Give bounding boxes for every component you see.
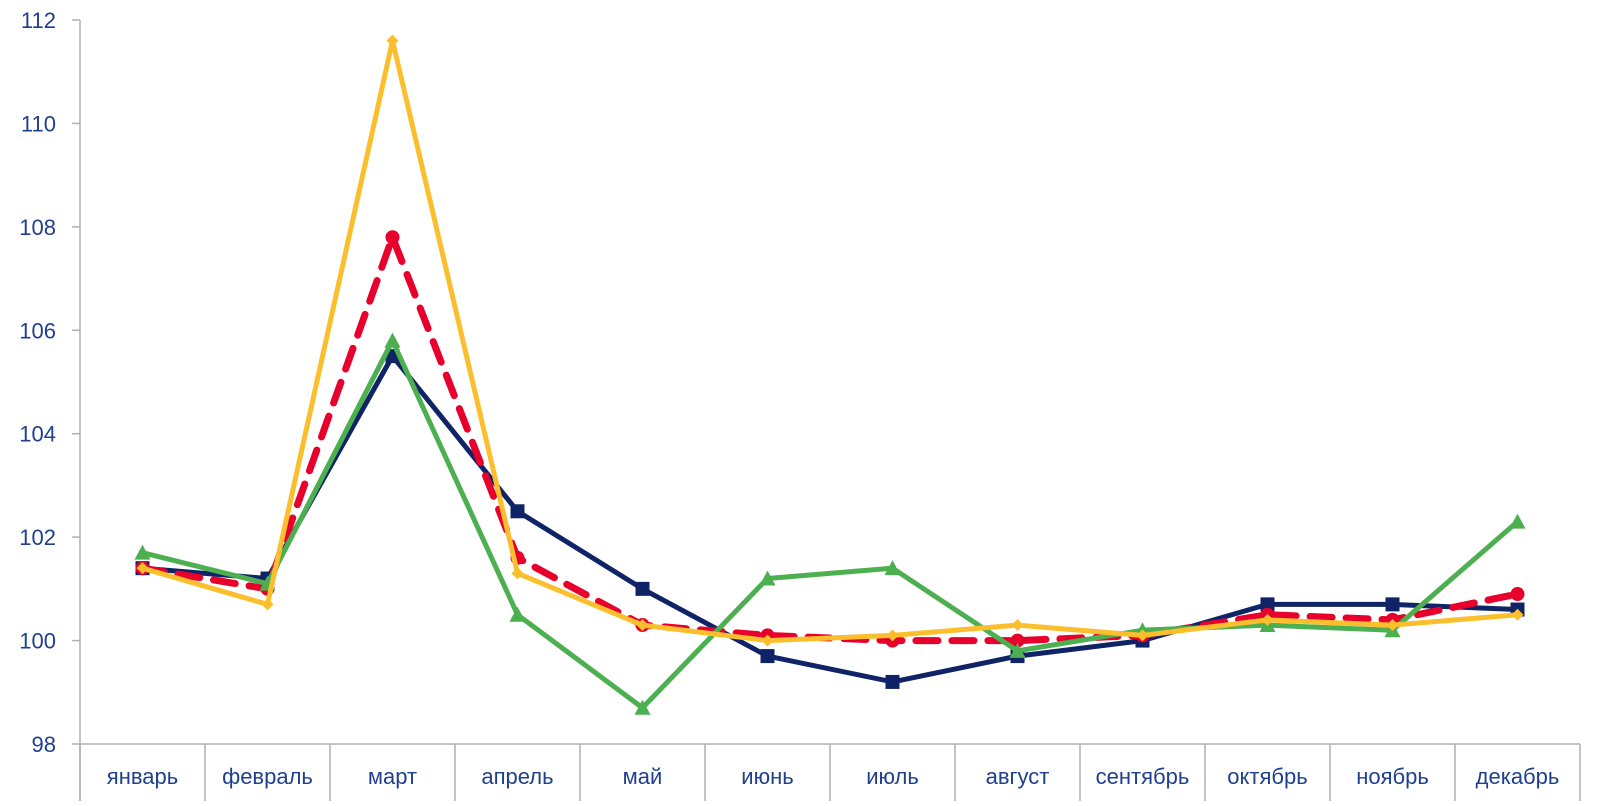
- x-tick-label: июль: [866, 764, 919, 789]
- x-tick-label: декабрь: [1476, 764, 1560, 789]
- data-point-diamond: [511, 567, 524, 580]
- data-point-diamond: [1011, 619, 1024, 632]
- data-point-square: [635, 581, 650, 596]
- data-point-diamond: [1136, 629, 1149, 642]
- series-3: [134, 332, 1526, 715]
- data-point-triangle: [134, 544, 151, 560]
- data-point-triangle: [759, 570, 776, 586]
- x-tick-label: ноябрь: [1356, 764, 1429, 789]
- axes: 98 100 102 104 106 108 110 112 январь февраль март…: [19, 8, 1581, 801]
- data-point-triangle: [509, 606, 526, 622]
- x-tick-label: январь: [107, 764, 178, 789]
- series-line: [140, 38, 1520, 644]
- series-line: [140, 338, 1520, 711]
- x-tick-label: май: [623, 764, 663, 789]
- data-point-circle: [1010, 633, 1025, 648]
- data-point-diamond: [1261, 613, 1274, 626]
- data-point-diamond: [1511, 608, 1524, 621]
- y-tick-label: 106: [19, 318, 56, 343]
- data-point-square: [1260, 597, 1275, 612]
- y-tick-label: 108: [19, 215, 56, 240]
- data-point-triangle: [1009, 642, 1026, 658]
- x-tick-label: октябрь: [1227, 764, 1307, 789]
- data-point-diamond: [761, 634, 774, 647]
- data-point-diamond: [261, 598, 274, 611]
- data-point-triangle: [884, 560, 901, 576]
- data-point-diamond: [386, 34, 399, 47]
- x-tick-label: сентябрь: [1096, 764, 1190, 789]
- x-tick-label: февраль: [222, 764, 313, 789]
- y-tick-label: 102: [19, 525, 56, 550]
- data-point-diamond: [136, 562, 149, 575]
- data-point-square: [1385, 597, 1400, 612]
- x-tick-label: август: [986, 764, 1050, 789]
- series-group: [134, 34, 1526, 715]
- data-point-square: [885, 674, 900, 689]
- y-tick-label: 100: [19, 629, 56, 654]
- y-tick-label: 98: [32, 732, 56, 757]
- x-tick-label: июнь: [741, 764, 793, 789]
- x-tick-label: март: [368, 764, 417, 789]
- x-tick-label: апрель: [481, 764, 553, 789]
- data-point-square: [510, 504, 525, 519]
- series-4: [136, 34, 1524, 647]
- data-point-circle: [385, 230, 400, 245]
- data-point-circle: [1510, 587, 1525, 602]
- data-point-diamond: [1386, 619, 1399, 632]
- data-point-diamond: [886, 629, 899, 642]
- data-point-square: [760, 649, 775, 664]
- data-point-triangle: [1509, 513, 1526, 529]
- y-tick-label: 104: [19, 422, 56, 447]
- y-tick-label: 110: [21, 111, 56, 136]
- data-point-diamond: [636, 619, 649, 632]
- y-tick-label: 112: [21, 8, 56, 33]
- data-point-triangle: [634, 699, 651, 715]
- data-point-triangle: [384, 332, 401, 348]
- series-line: [140, 353, 1520, 685]
